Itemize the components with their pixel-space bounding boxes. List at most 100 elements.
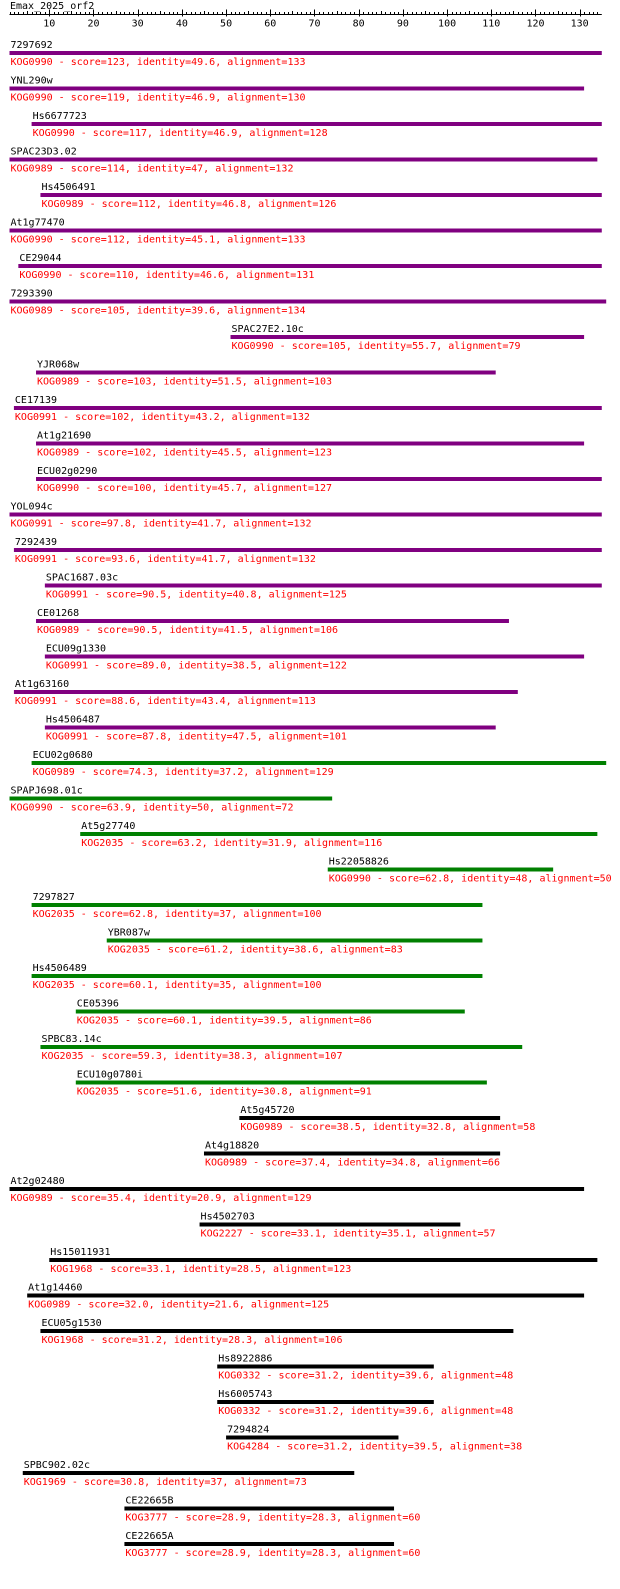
hit-bar[interactable] <box>44 583 602 588</box>
hit-name[interactable]: 7294824 <box>227 1425 269 1436</box>
hit-name[interactable]: Hs22058826 <box>329 857 389 868</box>
hit-bar[interactable] <box>36 370 496 375</box>
hit-name[interactable]: 7297692 <box>11 40 53 51</box>
hit-row[interactable]: ECU05g1530 KOG1968 - score=31.2, identity… <box>40 1318 514 1346</box>
hit-name[interactable]: ECU05g1530 <box>41 1318 101 1329</box>
hit-name[interactable]: SPAPJ698.01c <box>11 786 83 797</box>
hit-description[interactable]: KOG0989 - score=74.3, identity=37.2, ali… <box>33 767 334 778</box>
hit-bar[interactable] <box>106 938 483 943</box>
hit-description[interactable]: KOG2035 - score=59.3, identity=38.3, ali… <box>41 1051 342 1062</box>
hit-name[interactable]: At1g77470 <box>11 218 65 229</box>
hit-row[interactable]: CE05396 KOG2035 - score=60.1, identity=39… <box>75 999 465 1027</box>
hit-description[interactable]: KOG0990 - score=123, identity=49.6, alig… <box>11 57 306 68</box>
hit-bar[interactable] <box>9 1187 585 1191</box>
hit-description[interactable]: KOG0991 - score=97.8, identity=41.7, ali… <box>11 519 312 530</box>
hit-bar[interactable] <box>13 690 518 694</box>
hit-name[interactable]: SPAC23D3.02 <box>11 147 77 158</box>
hit-description[interactable]: KOG0989 - score=35.4, identity=20.9, ali… <box>11 1193 312 1204</box>
hit-bar[interactable] <box>9 228 602 233</box>
hit-description[interactable]: KOG2035 - score=60.1, identity=39.5, ali… <box>77 1016 372 1027</box>
hit-bar[interactable] <box>199 1222 461 1227</box>
hit-description[interactable]: KOG0989 - score=114, identity=47, alignm… <box>11 164 294 175</box>
hit-description[interactable]: KOG0332 - score=31.2, identity=39.6, ali… <box>218 1406 513 1417</box>
hit-name[interactable]: 7293390 <box>11 289 53 300</box>
hit-description[interactable]: KOG0991 - score=88.6, identity=43.4, ali… <box>15 696 316 707</box>
hit-name[interactable]: At1g21690 <box>37 431 91 442</box>
hit-description[interactable]: KOG0990 - score=117, identity=46.9, alig… <box>33 128 328 139</box>
hit-description[interactable]: KOG0989 - score=37.4, identity=34.8, ali… <box>205 1158 500 1169</box>
hit-bar[interactable] <box>9 512 602 517</box>
hit-description[interactable]: KOG0990 - score=105, identity=55.7, alig… <box>232 341 521 352</box>
hit-row[interactable]: At2g02480 KOG0989 - score=35.4, identity=… <box>9 1176 585 1204</box>
hit-name[interactable]: Hs4506487 <box>46 715 100 726</box>
hit-description[interactable]: KOG1969 - score=30.8, identity=37, align… <box>24 1477 307 1488</box>
hit-bar[interactable] <box>327 867 554 872</box>
hit-description[interactable]: KOG2035 - score=51.6, identity=30.8, ali… <box>77 1087 372 1098</box>
hit-name[interactable]: At5g45720 <box>240 1105 294 1116</box>
hit-row[interactable]: At1g63160 KOG0991 - score=88.6, identity=… <box>13 679 518 707</box>
hit-row[interactable]: At4g18820 KOG0989 - score=37.4, identity=… <box>203 1141 501 1169</box>
hit-name[interactable]: CE05396 <box>77 999 119 1010</box>
hit-row[interactable]: ECU10g0780i KOG2035 - score=51.6, identit… <box>75 1070 487 1098</box>
hit-row[interactable]: Hs15011931 KOG1968 - score=33.1, identity… <box>49 1247 598 1275</box>
hit-description[interactable]: KOG2227 - score=33.1, identity=35.1, ali… <box>201 1229 496 1240</box>
hit-bar[interactable] <box>217 1364 434 1369</box>
hit-row[interactable]: ECU02g0290 KOG0990 - score=100, identity=… <box>36 466 602 494</box>
hit-row[interactable]: SPBC902.02c KOG1969 - score=30.8, identit… <box>22 1460 355 1488</box>
hit-name[interactable]: At2g02480 <box>11 1176 65 1187</box>
hit-name[interactable]: At1g63160 <box>15 679 69 690</box>
hit-bar[interactable] <box>18 264 602 268</box>
hit-bar[interactable] <box>40 1329 514 1333</box>
hit-name[interactable]: 7292439 <box>15 537 57 548</box>
hit-description[interactable]: KOG0990 - score=62.8, identity=48, align… <box>329 874 612 885</box>
hit-description[interactable]: KOG0991 - score=102, identity=43.2, alig… <box>15 412 310 423</box>
hit-name[interactable]: YBR087w <box>108 928 151 939</box>
hit-name[interactable]: YNL290w <box>11 76 54 87</box>
hit-description[interactable]: KOG2035 - score=62.8, identity=37, align… <box>33 909 322 920</box>
hit-name[interactable]: SPBC902.02c <box>24 1460 90 1471</box>
hit-name[interactable]: Hs15011931 <box>50 1247 110 1258</box>
hit-description[interactable]: KOG0991 - score=90.5, identity=40.8, ali… <box>46 590 347 601</box>
hit-name[interactable]: SPAC27E2.10c <box>232 324 304 335</box>
hit-bar[interactable] <box>13 406 602 410</box>
hit-row[interactable]: YJR068w KOG0989 - score=103, identity=51.… <box>36 360 496 388</box>
hit-row[interactable]: Hs22058826 KOG0990 - score=62.8, identity… <box>327 857 612 885</box>
hit-bar[interactable] <box>40 1045 523 1049</box>
hit-name[interactable]: ECU09g1330 <box>46 644 106 655</box>
hit-name[interactable]: At5g27740 <box>81 821 135 832</box>
hit-row[interactable]: Hs6005743 KOG0332 - score=31.2, identity=… <box>217 1389 513 1417</box>
hit-description[interactable]: KOG0991 - score=87.8, identity=47.5, ali… <box>46 732 347 743</box>
hit-description[interactable]: KOG1968 - score=31.2, identity=28.3, ali… <box>41 1335 342 1346</box>
hit-name[interactable]: CE22665B <box>125 1496 173 1507</box>
hit-name[interactable]: SPAC1687.03c <box>46 573 118 584</box>
hit-row[interactable]: 7292439 KOG0991 - score=93.6, identity=41… <box>13 537 602 565</box>
hit-description[interactable]: KOG3777 - score=28.9, identity=28.3, ali… <box>125 1548 420 1559</box>
hit-row[interactable]: ECU02g0680 KOG0989 - score=74.3, identity… <box>31 750 607 778</box>
hit-row[interactable]: 7293390 KOG0989 - score=105, identity=39.… <box>9 289 607 317</box>
hit-row[interactable]: CE17139 KOG0991 - score=102, identity=43.… <box>13 395 602 423</box>
hit-bar[interactable] <box>49 1258 598 1262</box>
hit-bar[interactable] <box>9 299 607 304</box>
hit-row[interactable]: At5g45720 KOG0989 - score=38.5, identity=… <box>239 1105 535 1133</box>
hit-name[interactable]: Hs4502703 <box>201 1212 255 1223</box>
hit-description[interactable]: KOG0990 - score=63.9, identity=50, align… <box>11 803 294 814</box>
hit-bar[interactable] <box>9 157 598 162</box>
hit-bar[interactable] <box>75 1009 465 1014</box>
hit-row[interactable]: CE29044 KOG0990 - score=110, identity=46.… <box>18 253 602 281</box>
hit-bar[interactable] <box>80 832 598 836</box>
hit-name[interactable]: At4g18820 <box>205 1141 259 1152</box>
hit-name[interactable]: Hs6005743 <box>218 1389 272 1400</box>
hit-bar[interactable] <box>13 548 602 552</box>
hit-name[interactable]: 7297827 <box>33 892 75 903</box>
hit-name[interactable]: CE17139 <box>15 395 57 406</box>
hit-name[interactable]: YOL094c <box>11 502 53 513</box>
hit-name[interactable]: ECU02g0680 <box>33 750 93 761</box>
hit-bar[interactable] <box>124 1506 395 1511</box>
hit-row[interactable]: CE22665A KOG3777 - score=28.9, identity=2… <box>124 1531 420 1559</box>
hit-row[interactable]: YNL290w KOG0990 - score=119, identity=46.… <box>9 76 585 104</box>
hit-row[interactable]: At1g77470 KOG0990 - score=112, identity=4… <box>9 218 602 246</box>
hit-name[interactable]: Hs8922886 <box>218 1354 272 1365</box>
hit-bar[interactable] <box>9 86 585 91</box>
hit-description[interactable]: KOG0989 - score=112, identity=46.8, alig… <box>41 199 336 210</box>
hit-description[interactable]: KOG0991 - score=93.6, identity=41.7, ali… <box>15 554 316 565</box>
